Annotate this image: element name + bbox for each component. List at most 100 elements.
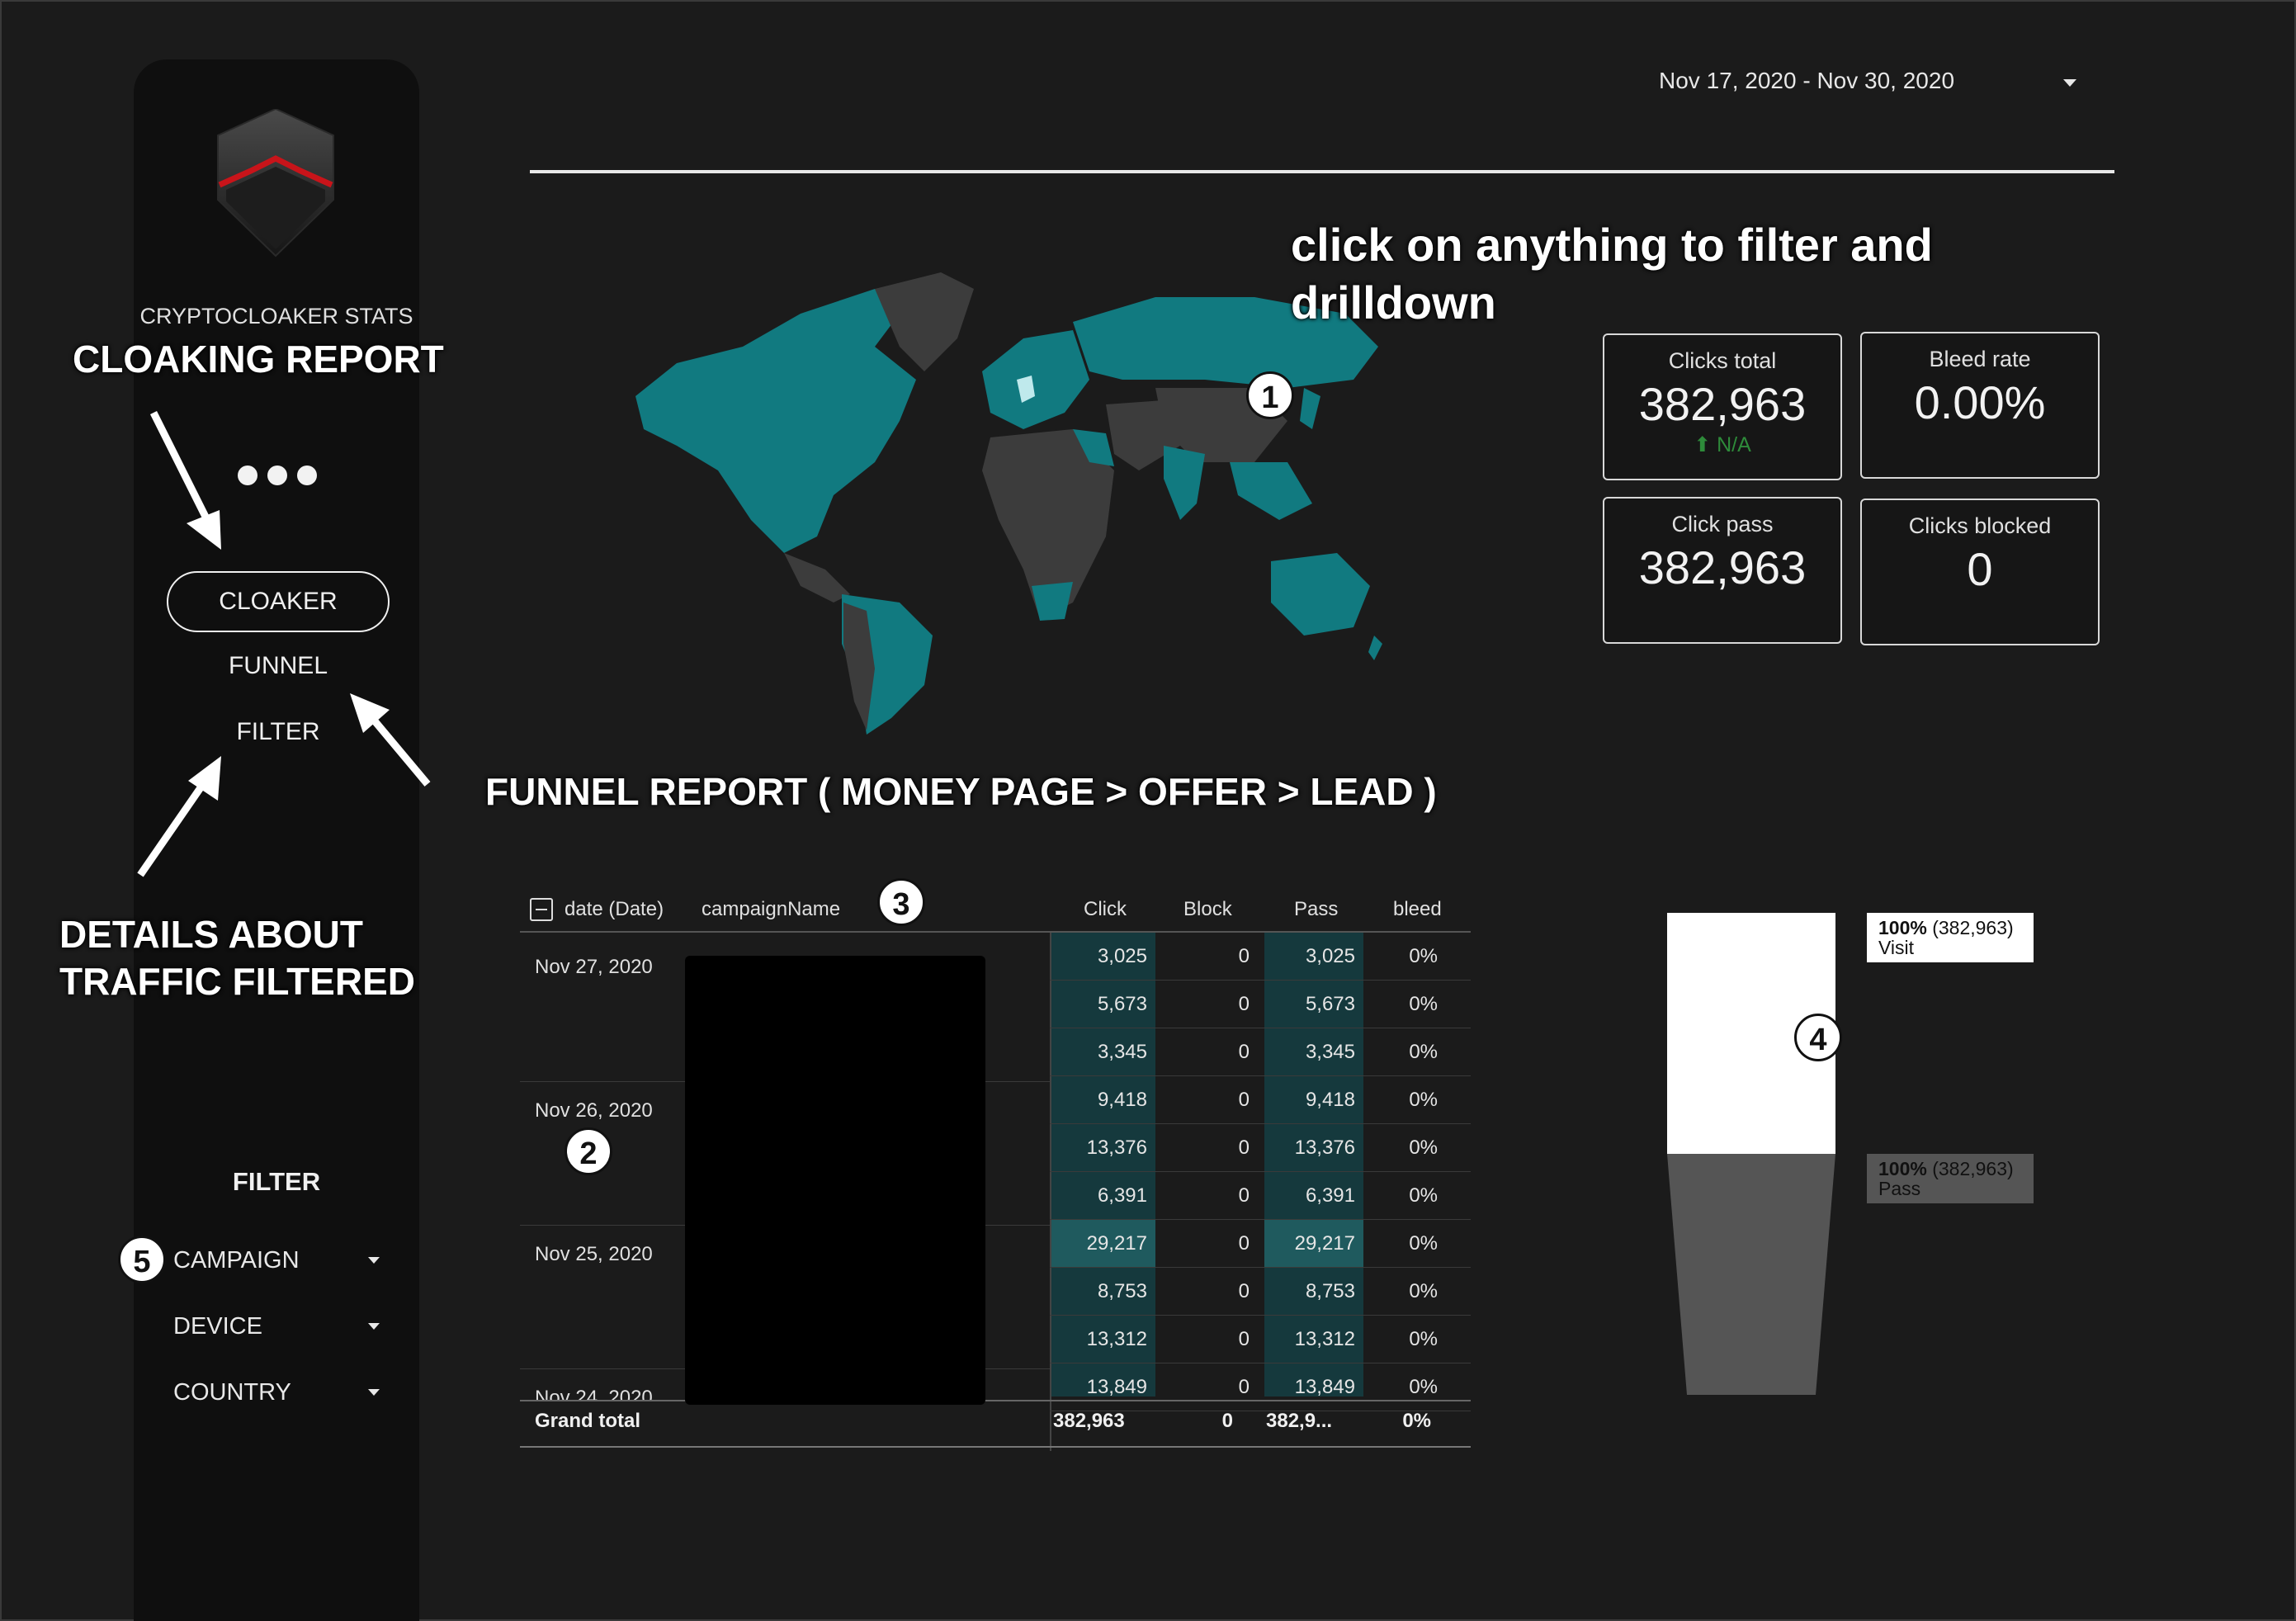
cell-pass[interactable]: 13,376 bbox=[1264, 1124, 1363, 1172]
funnel-count: (382,963) bbox=[1932, 1158, 2014, 1179]
table-row bbox=[1050, 1123, 1471, 1124]
cell-click[interactable]: 29,217 bbox=[1051, 1220, 1155, 1268]
cell-pass[interactable]: 8,753 bbox=[1264, 1268, 1363, 1316]
cell-click[interactable]: 13,376 bbox=[1051, 1124, 1155, 1172]
cell-block[interactable]: 0 bbox=[1238, 1232, 1250, 1255]
filter-section-title: FILTER bbox=[232, 1167, 321, 1196]
cell-block[interactable]: 0 bbox=[1238, 1184, 1250, 1207]
kpi-delta: ⬆ N/A bbox=[1694, 433, 1751, 456]
badge-3: 3 bbox=[877, 878, 925, 926]
funnel-pct: 100% bbox=[1878, 1158, 1927, 1179]
cell-bleed[interactable]: 0% bbox=[1409, 1041, 1438, 1063]
cell-block[interactable]: 0 bbox=[1238, 1280, 1250, 1302]
cell-click[interactable]: 5,673 bbox=[1051, 981, 1155, 1028]
grand-total-bleed: 0% bbox=[1402, 1410, 1431, 1432]
grand-total-click: 382,963 bbox=[1053, 1410, 1125, 1432]
kpi-value: 0.00% bbox=[1914, 376, 2046, 428]
cell-click[interactable]: 3,025 bbox=[1051, 933, 1155, 981]
cell-bleed[interactable]: 0% bbox=[1409, 993, 1438, 1015]
cell-bleed[interactable]: 0% bbox=[1409, 1232, 1438, 1255]
col-header-campaign[interactable]: campaignName bbox=[702, 898, 841, 920]
device-filter-label: DEVICE bbox=[173, 1313, 262, 1340]
cell-bleed[interactable]: 0% bbox=[1409, 945, 1438, 967]
arrow-down-icon bbox=[149, 410, 221, 550]
cell-block[interactable]: 0 bbox=[1238, 1328, 1250, 1350]
cell-pass[interactable]: 29,217 bbox=[1264, 1220, 1363, 1268]
header-divider bbox=[530, 170, 2114, 173]
kpi-clicks-blocked[interactable]: Clicks blocked 0 bbox=[1860, 499, 2100, 645]
more-options-icon[interactable] bbox=[238, 466, 317, 485]
country-filter-dropdown[interactable]: COUNTRY bbox=[173, 1373, 380, 1411]
grand-total-label: Grand total bbox=[535, 1410, 641, 1432]
kpi-label: Clicks total bbox=[1668, 348, 1777, 373]
cell-click[interactable]: 13,849 bbox=[1051, 1363, 1155, 1397]
cell-bleed[interactable]: 0% bbox=[1409, 1376, 1438, 1397]
arrow-up-right-icon bbox=[137, 756, 221, 877]
funnel-report-annotation: FUNNEL REPORT ( MONEY PAGE > OFFER > LEA… bbox=[485, 770, 1437, 813]
cell-block[interactable]: 0 bbox=[1238, 1089, 1250, 1111]
funnel-stage: Visit bbox=[1878, 937, 1915, 958]
map-region-india bbox=[1164, 446, 1205, 520]
nav-cloaker-button[interactable]: CLOAKER bbox=[167, 571, 390, 632]
col-header-date[interactable]: date (Date) bbox=[565, 898, 664, 920]
funnel-chart[interactable] bbox=[1667, 913, 1835, 1395]
chevron-down-icon[interactable] bbox=[2063, 79, 2076, 87]
kpi-bleed-rate[interactable]: Bleed rate 0.00% bbox=[1860, 332, 2100, 479]
cell-block[interactable]: 0 bbox=[1238, 1137, 1250, 1159]
date-group-label: Nov 27, 2020 bbox=[535, 956, 653, 978]
kpi-label: Bleed rate bbox=[1929, 347, 2031, 371]
traffic-table: date (Date) campaignName Click Block Pas… bbox=[520, 878, 1471, 1451]
nav-funnel-button[interactable]: FUNNEL bbox=[228, 652, 328, 679]
col-header-block[interactable]: Block bbox=[1183, 898, 1232, 920]
funnel-label-pass: 100% (382,963) Pass bbox=[1867, 1154, 2034, 1203]
cell-block[interactable]: 0 bbox=[1238, 1376, 1250, 1397]
kpi-clicks-total[interactable]: Clicks total 382,963 ⬆ N/A bbox=[1603, 333, 1842, 480]
total-rule bbox=[520, 1400, 1471, 1401]
col-header-pass[interactable]: Pass bbox=[1294, 898, 1339, 920]
cell-bleed[interactable]: 0% bbox=[1409, 1137, 1438, 1159]
cell-click[interactable]: 6,391 bbox=[1051, 1172, 1155, 1220]
cell-block[interactable]: 0 bbox=[1238, 1041, 1250, 1063]
cell-bleed[interactable]: 0% bbox=[1409, 1089, 1438, 1111]
funnel-bar-pass bbox=[1667, 1154, 1835, 1395]
footer-rule bbox=[520, 1446, 1471, 1448]
cell-block[interactable]: 0 bbox=[1238, 945, 1250, 967]
nav-filter-button[interactable]: FILTER bbox=[236, 718, 320, 745]
date-group-label: Nov 26, 2020 bbox=[535, 1099, 653, 1122]
grand-total-pass: 382,9... bbox=[1266, 1410, 1333, 1432]
click-hint-annotation: click on anything to filter and drilldow… bbox=[1291, 219, 1933, 328]
cell-bleed[interactable]: 0% bbox=[1409, 1184, 1438, 1207]
cell-pass[interactable]: 13,312 bbox=[1264, 1316, 1363, 1363]
cell-pass[interactable]: 13,849 bbox=[1264, 1363, 1363, 1397]
col-header-click[interactable]: Click bbox=[1084, 898, 1127, 920]
map-region-central-america bbox=[784, 553, 850, 603]
cell-pass[interactable]: 3,025 bbox=[1264, 933, 1363, 981]
table-row bbox=[1050, 1267, 1471, 1268]
cell-pass[interactable]: 9,418 bbox=[1264, 1076, 1363, 1124]
collapse-icon[interactable] bbox=[530, 898, 553, 921]
cell-click[interactable]: 8,753 bbox=[1051, 1268, 1155, 1316]
device-filter-dropdown[interactable]: DEVICE bbox=[173, 1307, 380, 1345]
kpi-click-pass[interactable]: Click pass 382,963 bbox=[1603, 497, 1842, 644]
funnel-stage: Pass bbox=[1878, 1178, 1921, 1199]
cell-bleed[interactable]: 0% bbox=[1409, 1280, 1438, 1302]
map-region-egypt bbox=[1073, 429, 1114, 466]
map-region-south-africa bbox=[1032, 582, 1073, 621]
cell-pass[interactable]: 3,345 bbox=[1264, 1028, 1363, 1076]
cell-click[interactable]: 3,345 bbox=[1051, 1028, 1155, 1076]
details-annotation: DETAILS ABOUT TRAFFIC FILTERED bbox=[59, 913, 415, 1003]
campaign-filter-dropdown[interactable]: CAMPAIGN bbox=[173, 1241, 380, 1279]
cell-bleed[interactable]: 0% bbox=[1409, 1328, 1438, 1350]
cell-pass[interactable]: 6,391 bbox=[1264, 1172, 1363, 1220]
date-range-picker[interactable]: Nov 17, 2020 - Nov 30, 2020 bbox=[1659, 68, 1955, 93]
cell-pass[interactable]: 5,673 bbox=[1264, 981, 1363, 1028]
map-region-africa bbox=[982, 429, 1114, 619]
cell-click[interactable]: 13,312 bbox=[1051, 1316, 1155, 1363]
cell-block[interactable]: 0 bbox=[1238, 993, 1250, 1015]
map-region-new-zealand bbox=[1368, 636, 1382, 660]
col-header-bleed[interactable]: bleed bbox=[1393, 898, 1442, 920]
cloaking-report-annotation: CLOAKING REPORT bbox=[73, 338, 444, 380]
world-map[interactable] bbox=[627, 256, 1387, 735]
cell-click[interactable]: 9,418 bbox=[1051, 1076, 1155, 1124]
